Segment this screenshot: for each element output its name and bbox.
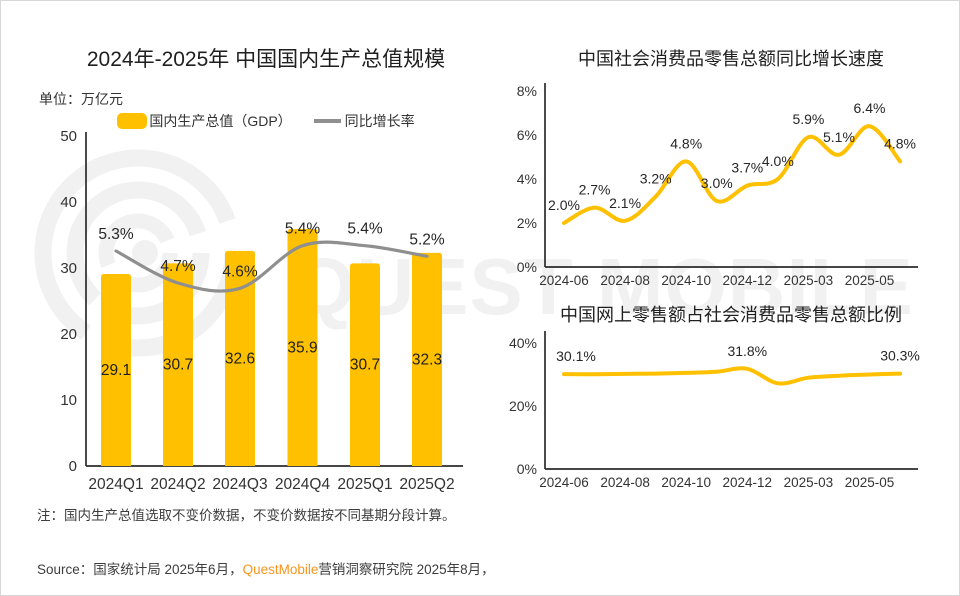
online-share-x-tick-label: 2025-05 — [845, 475, 895, 490]
gdp-legend: 国内生产总值（GDP） 同比增长率 — [46, 111, 486, 131]
retail-growth-x-tick-label: 2025-05 — [845, 273, 895, 288]
gdp-bar-value-label: 32.3 — [412, 351, 442, 368]
retail-growth-y-tick-label: 0% — [517, 259, 537, 275]
retail-growth-point-label: 2.1% — [609, 195, 641, 211]
gdp-growth-point-label: 5.4% — [347, 221, 383, 238]
online-share-chart-plot: 0% 20% 40% 2024-06 2024-08 2024-10 2024-12 2025… — [509, 331, 920, 490]
source-prefix: Source：国家统计局 2025年6月， — [37, 562, 243, 577]
gdp-bar — [350, 263, 380, 466]
online-share-y-tick-label: 0% — [517, 461, 537, 477]
retail-growth-chart-plot: 0% 2% 4% 6% 8% 2024-06 2024-08 2024-10 2024-12 20… — [517, 83, 918, 288]
gdp-bar-value-label: 30.7 — [163, 357, 193, 374]
online-share-point-label: 30.1% — [556, 348, 596, 364]
source-brand: QuestMobile — [242, 562, 319, 577]
gdp-x-tick-label: 2024Q2 — [150, 476, 205, 493]
retail-growth-y-tick-label: 2% — [517, 215, 537, 231]
gdp-bar-value-label: 30.7 — [350, 357, 380, 374]
retail-growth-point-label: 3.2% — [640, 171, 672, 187]
gdp-y-tick-label: 0 — [69, 458, 77, 475]
online-share-chart-title: 中国网上零售额占社会消费品零售总额比例 — [560, 305, 902, 325]
retail-growth-point-label: 3.0% — [701, 175, 733, 191]
online-share-x-tick-label: 2024-06 — [539, 475, 589, 490]
online-share-line — [562, 366, 903, 386]
retail-growth-point-label: 3.7% — [731, 160, 763, 176]
retail-growth-x-tick-label: 2024-12 — [723, 273, 773, 288]
gdp-x-tick-label: 2024Q4 — [275, 476, 331, 493]
retail-growth-y-tick-label: 4% — [517, 171, 537, 187]
gdp-x-tick-label: 2025Q1 — [337, 476, 392, 493]
gdp-growth-point-label: 5.4% — [285, 221, 321, 238]
online-share-y-tick-label: 40% — [509, 335, 537, 351]
retail-growth-point-label: 5.9% — [792, 111, 824, 127]
online-share-y-tick-label: 20% — [509, 398, 537, 414]
online-share-point-label: 30.3% — [880, 348, 920, 364]
gdp-x-tick-label: 2024Q3 — [212, 476, 267, 493]
source-line: Source：国家统计局 2025年6月，QuestMobile营销洞察研究院 … — [37, 558, 495, 578]
online-share-x-tick-label: 2024-12 — [723, 475, 773, 490]
gdp-growth-point-label: 4.7% — [160, 258, 196, 275]
gdp-y-tick-label: 50 — [60, 128, 77, 145]
gdp-y-tick-label: 30 — [60, 260, 77, 277]
gdp-legend-line-label: 同比增长率 — [344, 113, 415, 129]
retail-growth-y-tick-label: 6% — [517, 127, 537, 143]
gdp-bar — [412, 252, 442, 466]
gdp-bar-value-label: 32.6 — [225, 350, 255, 367]
retail-growth-point-label: 6.4% — [854, 100, 886, 116]
gdp-legend-bar-swatch — [117, 113, 148, 129]
gdp-bar-value-label: 29.1 — [101, 362, 131, 379]
gdp-x-tick-label: 2025Q2 — [399, 476, 454, 493]
retail-growth-point-label: 2.0% — [548, 197, 580, 213]
retail-growth-point-label: 4.8% — [670, 135, 702, 151]
retail-growth-line — [562, 124, 903, 225]
gdp-chart-plot: 0 10 20 30 40 50 29.1 30.7 32.6 35.9 30.7 32.3 2024Q… — [60, 128, 463, 493]
source-suffix: 营销洞察研究院 2025年8月， — [318, 562, 495, 577]
gdp-growth-point-label: 5.3% — [98, 226, 134, 243]
retail-growth-point-label: 4.0% — [762, 153, 794, 169]
gdp-legend-bar-label: 国内生产总值（GDP） — [149, 113, 292, 129]
online-share-x-tick-label: 2024-10 — [661, 475, 711, 490]
gdp-y-tick-label: 20 — [60, 326, 77, 343]
online-share-x-tick-label: 2024-08 — [600, 475, 650, 490]
retail-growth-point-label: 5.1% — [823, 129, 855, 145]
retail-growth-y-tick-label: 8% — [517, 83, 537, 99]
retail-growth-x-tick-label: 2024-06 — [539, 273, 589, 288]
retail-growth-x-tick-label: 2024-08 — [600, 273, 650, 288]
gdp-growth-point-label: 5.2% — [409, 231, 445, 248]
gdp-x-tick-label: 2024Q1 — [88, 476, 143, 493]
gdp-bar — [287, 229, 318, 466]
online-share-x-tick-label: 2025-03 — [784, 475, 834, 490]
retail-growth-x-tick-label: 2024-10 — [661, 273, 711, 288]
gdp-chart-title: 2024年-2025年 中国国内生产总值规模 — [86, 48, 446, 71]
footnote: 注：国内生产总值选取不变价数据，不变价数据按不同基期分段计算。 — [37, 508, 456, 523]
gdp-legend-line-swatch — [313, 119, 341, 123]
retail-growth-point-label: 4.8% — [884, 135, 916, 151]
gdp-unit-label: 单位：万亿元 — [39, 91, 123, 107]
gdp-bar-value-label: 35.9 — [287, 340, 317, 357]
retail-growth-chart-title: 中国社会消费品零售总额同比增长速度 — [578, 49, 884, 69]
retail-growth-point-label: 2.7% — [579, 182, 611, 198]
retail-growth-x-tick-label: 2025-03 — [784, 273, 834, 288]
gdp-growth-point-label: 4.6% — [222, 263, 258, 280]
online-share-point-label: 31.8% — [727, 343, 767, 359]
gdp-y-tick-label: 40 — [60, 194, 77, 211]
gdp-y-tick-label: 10 — [60, 392, 77, 409]
